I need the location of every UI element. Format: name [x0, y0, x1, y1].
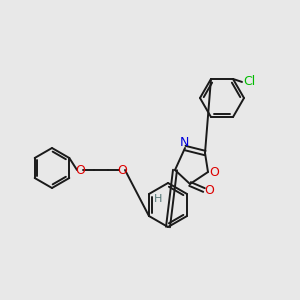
Text: O: O [204, 184, 214, 197]
Text: O: O [75, 164, 85, 176]
Text: O: O [117, 164, 127, 176]
Text: H: H [154, 194, 163, 205]
Text: N: N [179, 136, 189, 148]
Text: Cl: Cl [243, 75, 255, 88]
Text: O: O [209, 167, 219, 179]
